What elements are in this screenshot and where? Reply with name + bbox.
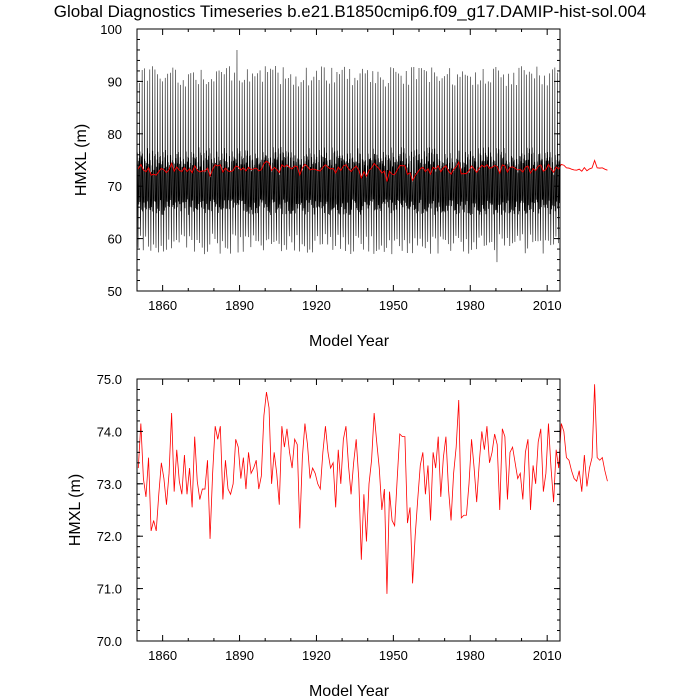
top-axis-ticks: 1860 1890 1920 1950 1980 2010 50 60 70 80 90 100 (100, 22, 561, 313)
x-tick-label: 2010 (533, 648, 562, 663)
top-plot-frame (136, 28, 561, 292)
y-tick-label: 70.0 (97, 634, 122, 649)
x-tick-label: 1980 (456, 298, 485, 313)
bottom-plot-frame (136, 378, 561, 642)
annual-mean-line (137, 384, 608, 594)
x-tick-label: 1860 (148, 648, 177, 663)
y-tick-label: 73.0 (97, 477, 122, 492)
x-tick-label: 1920 (302, 298, 331, 313)
x-tick-label: 1950 (379, 648, 408, 663)
x-tick-label: 1890 (225, 648, 254, 663)
annual-mean-overlay (137, 159, 608, 182)
y-tick-label: 71.0 (97, 582, 122, 597)
y-tick-label: 60 (108, 232, 122, 247)
top-panel: 1860 1890 1920 1950 1980 2010 50 60 70 80 90 100 HM… (73, 22, 608, 350)
bottom-panel: 1860 1890 1920 1950 1980 2010 70.0 71.0 72.0 73.0… (67, 372, 608, 700)
x-tick-label: 1890 (225, 298, 254, 313)
top-xlabel: Model Year (309, 333, 390, 350)
x-tick-label: 1860 (148, 298, 177, 313)
y-tick-label: 75.0 (97, 372, 122, 387)
y-tick-label: 70 (108, 179, 122, 194)
bottom-xlabel: Model Year (309, 683, 390, 700)
y-tick-label: 74.0 (97, 424, 122, 439)
annual-mean-series (137, 384, 608, 594)
top-ylabel: HMXL (m) (73, 124, 90, 196)
monthly-series-line (136, 49, 561, 263)
bottom-axis-ticks: 1860 1890 1920 1950 1980 2010 70.0 71.0 72.0 73.0… (97, 372, 562, 663)
monthly-series (136, 49, 561, 263)
y-tick-label: 72.0 (97, 529, 122, 544)
y-tick-label: 90 (108, 74, 122, 89)
annual-mean-overlay-line (137, 159, 608, 182)
y-tick-label: 50 (108, 284, 122, 299)
x-tick-label: 1920 (302, 648, 331, 663)
y-tick-label: 100 (100, 22, 122, 37)
bottom-ylabel: HMXL (m) (67, 474, 84, 546)
x-tick-label: 1980 (456, 648, 485, 663)
x-tick-label: 1950 (379, 298, 408, 313)
x-tick-label: 2010 (533, 298, 562, 313)
y-tick-label: 80 (108, 127, 122, 142)
page-title: Global Diagnostics Timeseries b.e21.B185… (53, 2, 647, 21)
